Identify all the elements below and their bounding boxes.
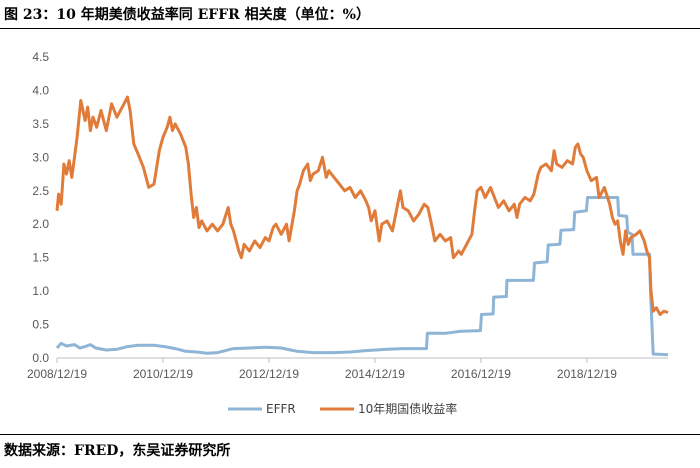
y-tick-label: 1.5 xyxy=(32,251,49,265)
plot-area xyxy=(55,95,669,357)
y-axis: 0.0 0.5 1.0 1.5 2.0 2.5 3.0 3.5 4.0 4.5 xyxy=(32,50,49,365)
y-tick-label: 2.5 xyxy=(32,184,49,198)
x-tick-label: 2008/12/19 xyxy=(27,367,87,381)
legend: EFFR 10年期国债收益率 xyxy=(228,401,457,416)
source-note: 数据来源：FRED，东吴证券研究所 xyxy=(4,443,231,459)
series-line-effr xyxy=(55,196,669,357)
series-line-10y-yield xyxy=(55,95,669,316)
x-axis: 2008/12/19 2010/12/19 2012/12/19 2014/12/19… xyxy=(27,357,668,381)
x-tick-label: 2014/12/19 xyxy=(345,367,405,381)
x-tick-label: 2016/12/19 xyxy=(451,367,511,381)
y-tick-label: 4.5 xyxy=(32,50,49,64)
top-rule xyxy=(0,28,700,29)
figure-title: 图 23：10 年期美债收益率同 EFFR 相关度（单位：%） xyxy=(4,7,370,23)
legend-label-effr: EFFR xyxy=(266,402,296,416)
y-tick-label: 0.0 xyxy=(32,351,49,365)
bottom-rule xyxy=(0,434,700,435)
y-tick-label: 3.5 xyxy=(32,117,49,131)
legend-label-10y-yield: 10年期国债收益率 xyxy=(358,401,457,416)
x-tick-label: 2010/12/19 xyxy=(133,367,193,381)
y-tick-label: 4.0 xyxy=(32,83,49,97)
y-tick-label: 3.0 xyxy=(32,150,49,164)
x-tick-label: 2018/12/19 xyxy=(557,367,617,381)
y-tick-label: 1.0 xyxy=(32,284,49,298)
y-tick-label: 2.0 xyxy=(32,217,49,231)
x-tick-label: 2012/12/19 xyxy=(239,367,299,381)
y-tick-label: 0.5 xyxy=(32,318,49,332)
